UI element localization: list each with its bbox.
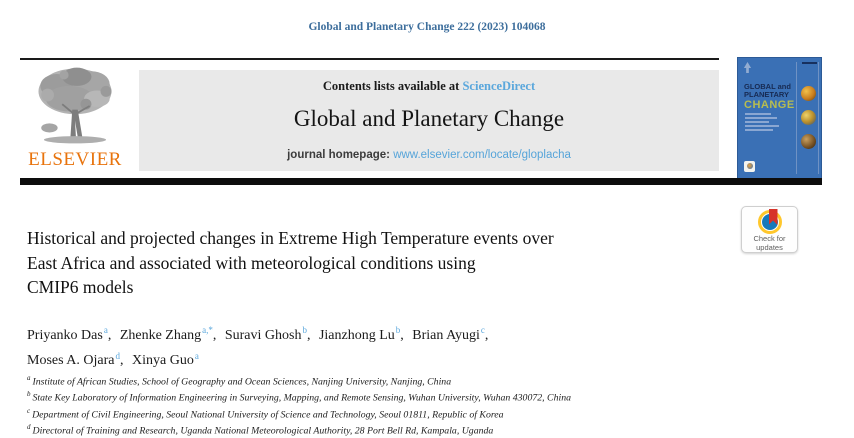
author: Brian Ayugic, xyxy=(412,325,489,343)
author-affiliation-sup[interactable]: b xyxy=(302,325,307,335)
author-name: Priyanko Das xyxy=(27,327,103,343)
author: Zhenke Zhanga,*, xyxy=(119,325,217,343)
author-separator: , xyxy=(120,353,124,369)
header-bottom-rule xyxy=(20,178,822,185)
affiliation-sup: b xyxy=(27,390,31,399)
elsevier-tree-icon xyxy=(38,67,112,144)
cover-divider xyxy=(796,62,797,174)
author-line: Priyanko Dasa, Zhenke Zhanga,*, Suravi G… xyxy=(27,320,727,346)
author-separator: , xyxy=(306,327,311,343)
cover-title-line3: CHANGE xyxy=(744,99,795,111)
header-top-rule xyxy=(20,58,719,60)
author-affiliation-sup[interactable]: d xyxy=(115,350,121,361)
cover-globe-icon xyxy=(801,86,816,101)
homepage-link[interactable]: www.elsevier.com/locate/gloplacha xyxy=(393,149,571,161)
author-line: Moses A. Ojarad, Xinya Guoa xyxy=(27,346,727,372)
author-separator: , xyxy=(107,327,112,343)
article-title-line: Historical and projected changes in Extr… xyxy=(27,228,554,248)
cover-text-line xyxy=(745,121,769,123)
cover-title-line1: GLOBAL and xyxy=(744,82,791,91)
affiliation-text: State Key Laboratory of Information Engi… xyxy=(32,392,572,404)
author: Priyanko Dasa, xyxy=(27,325,112,343)
cover-text-line xyxy=(745,117,777,119)
cover-title: GLOBAL and PLANETARY CHANGE xyxy=(744,82,795,112)
author-list: Priyanko Dasa, Zhenke Zhanga,*, Suravi G… xyxy=(27,320,727,371)
article-title-line: CMIP6 models xyxy=(27,277,134,297)
homepage-label: journal homepage: xyxy=(287,149,394,161)
journal-title: Global and Planetary Change xyxy=(293,106,565,131)
cover-publisher-emblem xyxy=(744,161,755,172)
author: Suravi Ghoshb, xyxy=(224,325,311,343)
cover-divider xyxy=(818,62,819,174)
author: Jianzhong Lub, xyxy=(318,325,404,343)
author-name: Jianzhong Lu xyxy=(318,327,395,343)
cover-globe-icon xyxy=(801,134,816,149)
cover-tree-icon xyxy=(743,62,752,73)
check-badge-label-line1: Check for xyxy=(753,234,786,243)
journal-header-box: Contents lists available at ScienceDirec… xyxy=(139,70,719,171)
cover-text-line xyxy=(745,113,771,115)
check-badge-label-line2: updates xyxy=(756,242,783,252)
affiliation-text: Department of Civil Engineering, Seoul N… xyxy=(32,409,504,421)
contents-prefix: Contents lists available at xyxy=(322,79,463,93)
cover-globe-icon xyxy=(801,110,816,125)
elsevier-wordmark: ELSEVIER xyxy=(28,149,122,170)
author-affiliation-sup[interactable]: b xyxy=(395,325,401,335)
affiliation-sup: a xyxy=(27,374,31,382)
cover-title-line2: PLANETARY xyxy=(744,90,789,99)
journal-reference-line: Global and Planetary Change 222 (2023) 1… xyxy=(308,21,546,33)
check-for-updates-badge[interactable]: Check for updates xyxy=(741,206,798,253)
author-name: Suravi Ghosh xyxy=(224,327,302,343)
affiliation-item: b State Key Laboratory of Information Eng… xyxy=(27,388,827,404)
crossmark-icon xyxy=(757,209,782,234)
author-separator: , xyxy=(400,327,404,343)
author-separator: , xyxy=(212,327,217,343)
author-name: Zhenke Zhang xyxy=(119,327,202,343)
homepage-line: journal homepage: www.elsevier.com/locat… xyxy=(139,149,719,161)
affiliation-item: c Department of Civil Engineering, Seoul … xyxy=(27,405,827,421)
affiliation-list: a Institute of African Studies, School of… xyxy=(27,372,827,438)
author-name: Moses A. Ojara xyxy=(27,353,115,369)
elsevier-logo: ELSEVIER xyxy=(24,64,126,174)
sciencedirect-link[interactable]: ScienceDirect xyxy=(462,79,536,93)
cover-text-line xyxy=(745,125,779,127)
author: Xinya Guoa xyxy=(132,350,199,369)
cover-issn-mark xyxy=(802,62,817,64)
cover-text-line xyxy=(745,129,773,131)
author-separator: , xyxy=(484,327,489,343)
affiliation-item: d Directoral of Training and Research, Ug… xyxy=(27,421,827,437)
affiliation-item: a Institute of African Studies, School of… xyxy=(27,372,827,388)
journal-cover-thumbnail: GLOBAL and PLANETARY CHANGE xyxy=(737,57,822,179)
affiliation-sup: c xyxy=(27,406,31,415)
author-affiliation-sup[interactable]: a xyxy=(103,325,108,335)
affiliation-sup: d xyxy=(27,423,31,432)
contents-line: Contents lists available at ScienceDirec… xyxy=(139,79,719,94)
author-affiliation-sup[interactable]: c xyxy=(480,325,485,335)
author-affiliation-sup[interactable]: a,* xyxy=(202,325,213,335)
article-title: Historical and projected changes in Extr… xyxy=(27,226,757,300)
author-name: Xinya Guo xyxy=(132,353,194,369)
affiliation-text: Directoral of Training and Research, Uga… xyxy=(32,425,494,437)
affiliation-text: Institute of African Studies, School of … xyxy=(32,376,452,388)
author-name: Brian Ayugi xyxy=(412,327,480,343)
author-affiliation-sup[interactable]: a xyxy=(194,350,199,361)
article-title-line: East Africa and associated with meteorol… xyxy=(27,252,476,273)
author: Moses A. Ojarad, xyxy=(27,350,124,369)
